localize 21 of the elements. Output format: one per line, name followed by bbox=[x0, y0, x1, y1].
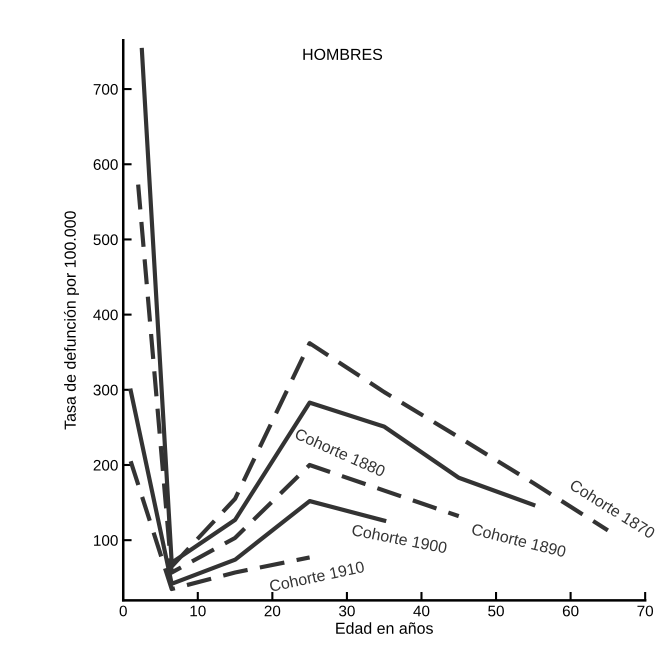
y-tick-label: 500 bbox=[93, 234, 118, 246]
x-tick-label: 20 bbox=[264, 606, 280, 616]
text: Cohorte 1910 bbox=[269, 560, 365, 592]
y-tick-label: 200 bbox=[94, 460, 118, 471]
y-tick-label: 300 bbox=[93, 384, 118, 396]
x-tick-label: 30 bbox=[339, 606, 355, 616]
chart-title: HOMBRES bbox=[303, 48, 382, 60]
y-tick-label: 600 bbox=[94, 159, 118, 170]
text: Cohorte 1900 bbox=[352, 524, 448, 554]
x-tick-label: 70 bbox=[637, 606, 654, 616]
y-tick-label: 400 bbox=[93, 309, 118, 320]
x-tick-label: 0 bbox=[120, 606, 127, 616]
x-axis-title: Edad en años bbox=[336, 622, 433, 634]
text: Cohorte 1890 bbox=[471, 522, 567, 558]
x-tick-label: 50 bbox=[488, 606, 504, 616]
y-axis-title: Tasa de defunción por 100.000 bbox=[64, 211, 79, 430]
y-tick-label: 100 bbox=[94, 535, 118, 546]
y-tick-label: 700 bbox=[94, 84, 118, 95]
x-tick-label: 10 bbox=[190, 606, 206, 616]
x-tick-label: 40 bbox=[413, 606, 430, 616]
x-tick-label: 60 bbox=[562, 606, 578, 616]
